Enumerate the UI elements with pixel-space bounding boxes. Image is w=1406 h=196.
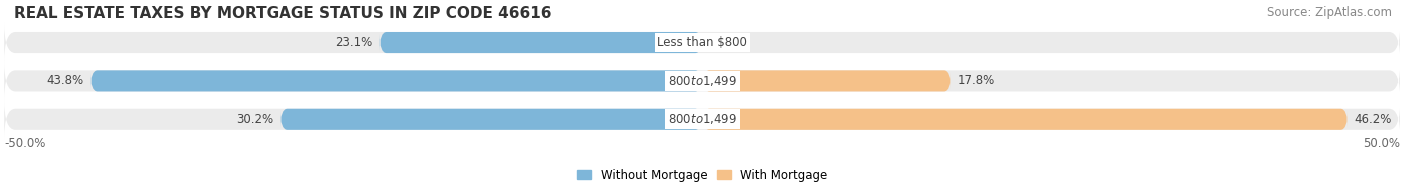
Text: 0.0%: 0.0% bbox=[709, 36, 740, 49]
Legend: Without Mortgage, With Mortgage: Without Mortgage, With Mortgage bbox=[572, 164, 832, 186]
Text: 30.2%: 30.2% bbox=[236, 113, 274, 126]
Text: $800 to $1,499: $800 to $1,499 bbox=[668, 74, 737, 88]
Text: 23.1%: 23.1% bbox=[336, 36, 373, 49]
Text: $800 to $1,499: $800 to $1,499 bbox=[668, 112, 737, 126]
FancyBboxPatch shape bbox=[380, 32, 702, 53]
FancyBboxPatch shape bbox=[281, 109, 702, 130]
Text: Source: ZipAtlas.com: Source: ZipAtlas.com bbox=[1267, 6, 1392, 19]
FancyBboxPatch shape bbox=[4, 61, 1400, 101]
Text: 50.0%: 50.0% bbox=[1364, 137, 1400, 150]
FancyBboxPatch shape bbox=[4, 22, 1400, 63]
FancyBboxPatch shape bbox=[702, 70, 950, 92]
Text: REAL ESTATE TAXES BY MORTGAGE STATUS IN ZIP CODE 46616: REAL ESTATE TAXES BY MORTGAGE STATUS IN … bbox=[14, 6, 551, 21]
Text: Less than $800: Less than $800 bbox=[658, 36, 747, 49]
Text: 46.2%: 46.2% bbox=[1354, 113, 1392, 126]
FancyBboxPatch shape bbox=[91, 70, 702, 92]
Text: -50.0%: -50.0% bbox=[4, 137, 45, 150]
Text: 43.8%: 43.8% bbox=[46, 74, 84, 87]
FancyBboxPatch shape bbox=[4, 99, 1400, 139]
FancyBboxPatch shape bbox=[702, 109, 1347, 130]
Text: 17.8%: 17.8% bbox=[957, 74, 995, 87]
